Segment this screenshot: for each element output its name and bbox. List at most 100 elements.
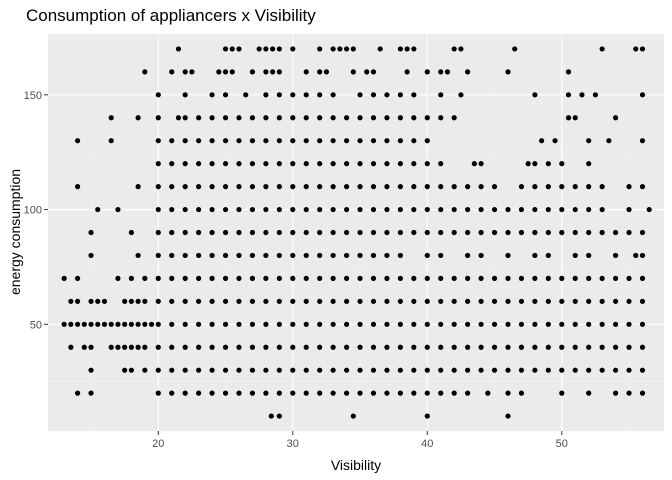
data-point xyxy=(101,321,108,327)
data-point xyxy=(424,252,430,259)
data-point xyxy=(545,252,551,259)
data-point xyxy=(263,69,269,75)
data-point xyxy=(478,367,484,373)
data-point xyxy=(370,298,377,304)
data-point xyxy=(303,161,309,167)
data-point xyxy=(222,298,229,304)
data-point xyxy=(404,46,410,52)
data-point xyxy=(626,344,632,350)
data-point xyxy=(532,275,538,281)
data-point xyxy=(330,46,336,52)
data-point xyxy=(384,275,390,281)
data-point xyxy=(169,229,175,236)
data-point xyxy=(155,252,161,259)
data-point xyxy=(169,298,175,304)
data-point xyxy=(155,92,161,98)
data-point xyxy=(512,46,518,52)
data-point xyxy=(317,206,323,213)
data-point xyxy=(196,206,202,213)
data-point xyxy=(458,46,464,52)
data-point xyxy=(424,321,430,327)
data-point xyxy=(505,69,511,75)
data-point xyxy=(545,367,551,373)
data-point xyxy=(572,206,578,213)
data-point xyxy=(384,390,390,396)
data-point xyxy=(330,390,336,396)
data-point xyxy=(155,275,161,281)
data-point xyxy=(370,161,377,167)
data-point xyxy=(478,252,484,259)
data-point xyxy=(404,69,410,75)
data-point xyxy=(263,115,269,121)
data-point xyxy=(424,69,430,75)
data-point xyxy=(370,69,377,75)
data-point xyxy=(424,184,430,190)
data-point xyxy=(249,321,256,327)
data-point xyxy=(343,252,350,259)
data-point xyxy=(222,252,229,259)
data-point xyxy=(155,298,161,304)
data-point xyxy=(182,229,188,236)
data-point xyxy=(438,115,444,121)
data-point xyxy=(626,390,632,396)
data-point xyxy=(552,138,558,144)
data-point xyxy=(81,321,87,327)
data-point xyxy=(182,298,188,304)
data-point xyxy=(505,367,511,373)
data-point xyxy=(559,275,565,281)
data-point xyxy=(175,46,182,52)
data-point xyxy=(263,321,269,327)
data-point xyxy=(256,46,262,52)
data-point xyxy=(343,115,350,121)
data-point xyxy=(370,275,377,281)
data-point xyxy=(317,344,323,350)
data-point xyxy=(545,206,551,213)
data-point xyxy=(317,298,323,304)
y-tick-label: 50 xyxy=(30,319,42,331)
data-point xyxy=(532,184,538,190)
data-point xyxy=(397,115,403,121)
data-point xyxy=(451,367,457,373)
data-point xyxy=(263,344,269,350)
data-point xyxy=(74,275,81,281)
data-point xyxy=(290,321,296,327)
data-point xyxy=(135,184,141,190)
data-point xyxy=(397,46,403,52)
data-point xyxy=(182,275,188,281)
data-point xyxy=(586,229,592,236)
data-point xyxy=(370,321,377,327)
data-point xyxy=(592,92,599,98)
data-point xyxy=(384,138,390,144)
data-point xyxy=(88,252,94,259)
data-point xyxy=(88,390,94,396)
data-point xyxy=(411,390,417,396)
data-point xyxy=(95,298,101,304)
data-point xyxy=(209,275,215,281)
data-point xyxy=(155,367,161,373)
data-point xyxy=(343,390,350,396)
data-point xyxy=(518,321,525,327)
data-point xyxy=(182,321,188,327)
data-point xyxy=(458,92,464,98)
data-point xyxy=(337,46,343,52)
data-point xyxy=(209,161,215,167)
data-point xyxy=(74,138,81,144)
data-point xyxy=(565,115,572,121)
data-point xyxy=(135,298,141,304)
data-point xyxy=(343,206,350,213)
data-point xyxy=(330,206,336,213)
data-point xyxy=(330,184,336,190)
data-point xyxy=(411,275,417,281)
data-point xyxy=(532,92,538,98)
data-point xyxy=(249,229,256,236)
data-point xyxy=(182,367,188,373)
data-point xyxy=(216,69,222,75)
data-point xyxy=(236,46,242,52)
data-point xyxy=(491,206,498,213)
data-point xyxy=(491,184,498,190)
data-point xyxy=(330,298,336,304)
data-point xyxy=(303,115,309,121)
data-point xyxy=(290,298,296,304)
data-point xyxy=(438,275,444,281)
